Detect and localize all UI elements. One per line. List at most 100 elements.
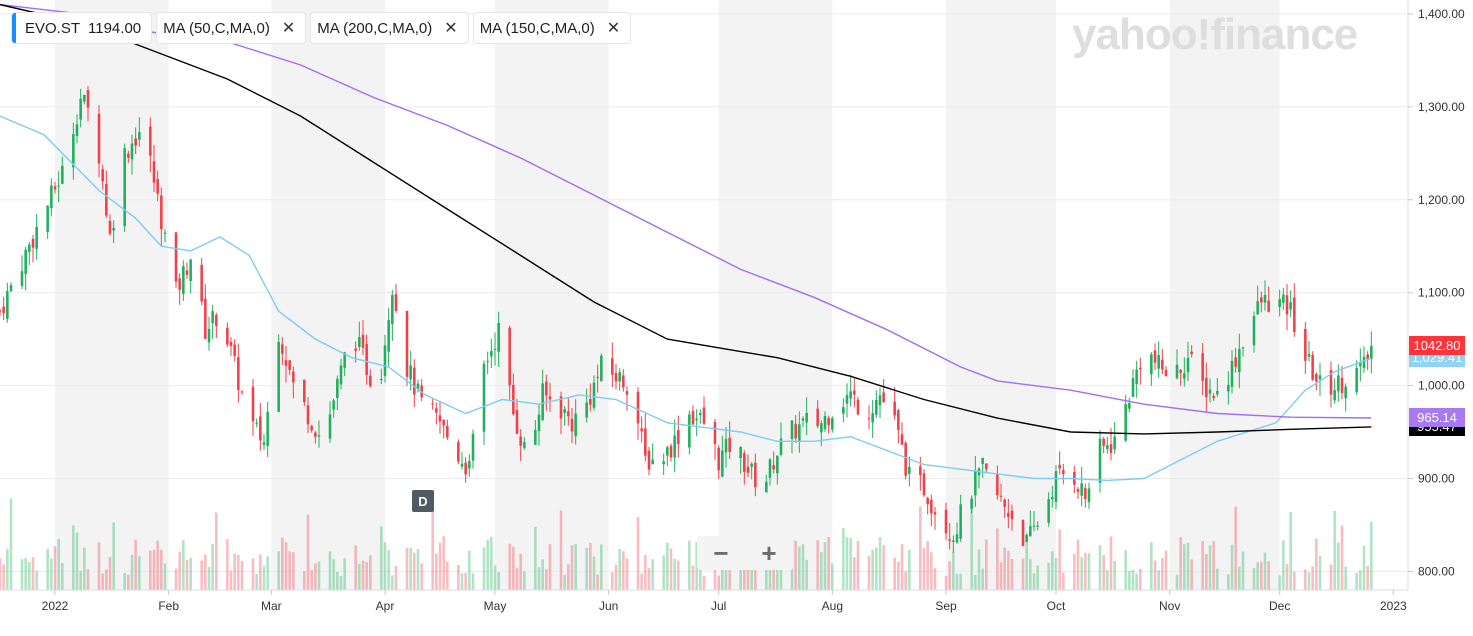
volume-bar (856, 540, 860, 590)
y-tick-label: 1,100.00 (1418, 286, 1465, 300)
candle-body (1183, 373, 1186, 379)
volume-bar (50, 558, 53, 590)
candle-body (955, 534, 959, 543)
x-tick-label: Apr (376, 599, 395, 613)
candle-body (130, 143, 134, 160)
candle-body (1278, 299, 1281, 307)
volume-bar (1073, 553, 1076, 590)
candle-body (9, 285, 13, 292)
zoom-in-button[interactable]: + (761, 538, 777, 568)
candle-body (1047, 499, 1050, 523)
volume-bar (519, 553, 522, 590)
volume-bar (1131, 569, 1135, 590)
close-icon[interactable]: ✕ (281, 20, 296, 37)
volume-bar (1293, 571, 1296, 590)
zoom-out-button[interactable]: − (713, 538, 729, 568)
legend-ma200-chip[interactable]: MA (200,C,MA,0) ✕ (311, 13, 468, 43)
volume-bar (240, 560, 244, 590)
candle-body (519, 436, 522, 446)
volume-bar (1183, 544, 1186, 590)
volume-bar (336, 571, 339, 590)
candle-body (97, 113, 101, 164)
volume-bar (977, 549, 981, 590)
candle-body (1359, 362, 1362, 367)
month-bands (55, 0, 1280, 590)
volume-bar (585, 547, 588, 590)
close-icon[interactable]: ✕ (606, 20, 621, 37)
ma-line-200 (0, 3, 1372, 419)
candle-body (669, 445, 673, 458)
volume-bar (215, 512, 218, 590)
close-icon[interactable]: ✕ (444, 20, 458, 37)
candle-body (391, 295, 394, 325)
volume-bar (1084, 552, 1087, 590)
candle-body (383, 345, 387, 377)
volume-bar (1267, 561, 1270, 590)
candle-body (959, 504, 962, 539)
y-tick-label: 900.00 (1418, 472, 1455, 486)
volume-bar (1285, 563, 1289, 590)
volume-bar (1227, 574, 1230, 590)
month-band (1169, 0, 1280, 590)
candle-body (1161, 359, 1164, 370)
volume-bars (0, 498, 1373, 590)
volume-bar (919, 506, 922, 590)
candle-body (622, 375, 625, 388)
candle-body (163, 232, 167, 234)
candle-body (754, 462, 757, 488)
candle-body (970, 498, 973, 509)
candle-body (849, 391, 852, 399)
candle-body (1234, 357, 1237, 367)
candle-body (1003, 499, 1006, 507)
volume-bar (86, 569, 90, 590)
candle-body (768, 459, 772, 478)
candle-body (904, 442, 907, 476)
candle-body (204, 298, 207, 339)
volume-bar (1260, 561, 1263, 590)
legend-ma50-chip[interactable]: MA (50,C,MA,0) ✕ (157, 13, 306, 43)
candle-body (534, 429, 537, 445)
volume-bar (284, 542, 288, 590)
volume-bar (156, 540, 159, 590)
dividend-event-badge[interactable]: D (412, 490, 434, 512)
candle-body (1205, 377, 1208, 398)
moving-average-lines (0, 3, 1372, 482)
volume-bar (1289, 512, 1292, 590)
legend-ma150-chip[interactable]: MA (150,C,MA,0) ✕ (473, 13, 631, 43)
volume-bar (845, 537, 849, 590)
candle-body (1080, 483, 1083, 496)
candle-body (996, 473, 999, 496)
volume-bar (127, 574, 130, 590)
volume-bar (695, 541, 698, 590)
candle-body (493, 348, 497, 350)
candle-body (559, 396, 563, 419)
volume-bar (471, 573, 475, 590)
volume-bar (57, 538, 60, 590)
candle-body (1329, 369, 1333, 395)
candle-body (53, 186, 57, 190)
candle-body (1010, 510, 1014, 520)
candle-body (893, 401, 896, 416)
volume-bar (871, 549, 874, 590)
legend-symbol-chip[interactable]: EVO.ST 1194.00 (12, 13, 152, 43)
volume-bar (926, 541, 929, 590)
candle-body (211, 311, 214, 324)
candle-body (317, 435, 321, 437)
volume-bar (185, 559, 189, 590)
candle-body (266, 411, 269, 446)
volume-bar (28, 561, 31, 590)
volume-bar (259, 554, 262, 590)
volume-bar (354, 545, 357, 590)
candle-body (794, 423, 797, 439)
candle-body (1032, 525, 1036, 527)
volume-bar (1333, 510, 1336, 590)
volume-bar (1054, 558, 1058, 590)
candle-body (1252, 315, 1256, 346)
volume-bar (9, 498, 13, 590)
volume-bar (1355, 572, 1358, 590)
volume-bar (292, 552, 295, 590)
y-tick-label: 800.00 (1418, 564, 1455, 578)
volume-bar (618, 548, 621, 590)
volume-bar (523, 571, 526, 590)
